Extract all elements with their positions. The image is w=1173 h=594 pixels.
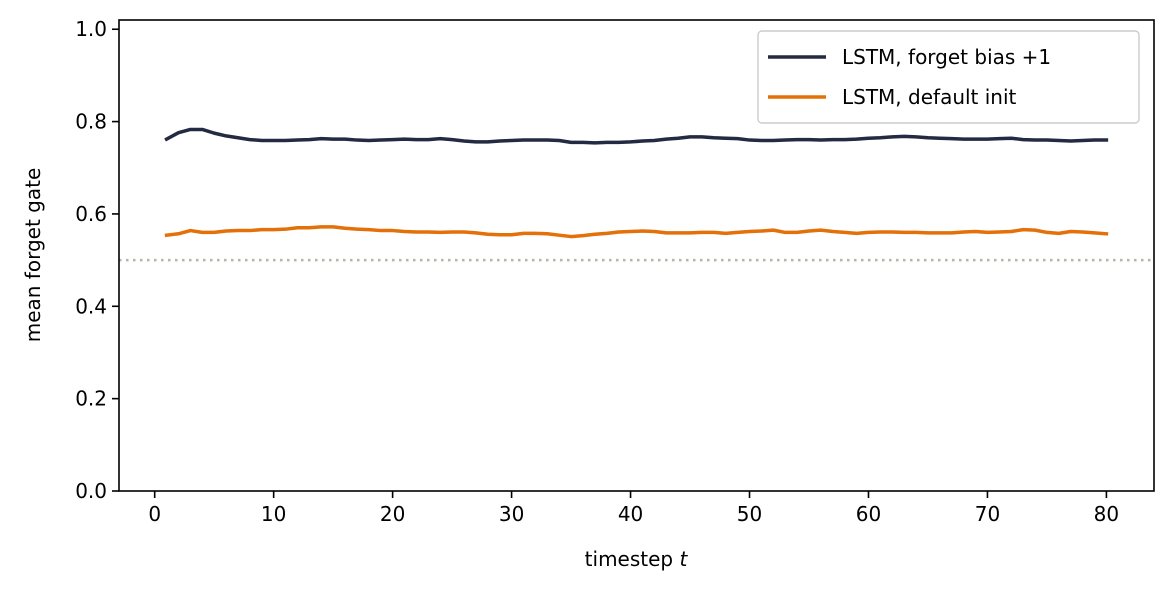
y-tick-label: 0.2 — [75, 387, 107, 411]
x-tick-label: 30 — [499, 502, 524, 526]
axes-frame — [118, 19, 1155, 492]
legend-label-default-init: LSTM, default init — [842, 85, 1017, 109]
x-axis-label-variable: t — [679, 547, 688, 571]
y-axis-label: mean forget gate — [21, 168, 45, 343]
x-tick-label: 80 — [1094, 502, 1119, 526]
x-axis-ticks: 0 10 20 30 40 50 60 70 80 — [148, 491, 1119, 526]
plot-area — [119, 127, 1154, 262]
x-tick-label: 50 — [737, 502, 762, 526]
y-tick-label: 0.0 — [75, 479, 107, 503]
x-tick-label: 0 — [148, 502, 161, 526]
y-tick-label: 1.0 — [75, 17, 107, 41]
legend: LSTM, forget bias +1 LSTM, default init — [757, 30, 1140, 124]
x-axis-label-text: timestep — [585, 547, 673, 571]
x-tick-label: 70 — [975, 502, 1000, 526]
x-tick-label: 40 — [618, 502, 643, 526]
legend-frame — [757, 30, 1140, 124]
y-tick-label: 0.4 — [75, 294, 107, 318]
y-tick-label: 0.8 — [75, 110, 107, 134]
x-tick-label: 20 — [380, 502, 405, 526]
y-axis-ticks: 0.0 0.2 0.4 0.6 0.8 1.0 — [75, 17, 119, 503]
y-tick-label: 0.6 — [75, 202, 107, 226]
legend-label-forget-bias: LSTM, forget bias +1 — [842, 45, 1051, 69]
x-tick-label: 60 — [856, 502, 881, 526]
series-line-1 — [164, 225, 1109, 239]
x-axis-label: timestep t — [585, 547, 689, 571]
x-tick-label: 10 — [261, 502, 286, 526]
series-line-0 — [164, 127, 1109, 145]
